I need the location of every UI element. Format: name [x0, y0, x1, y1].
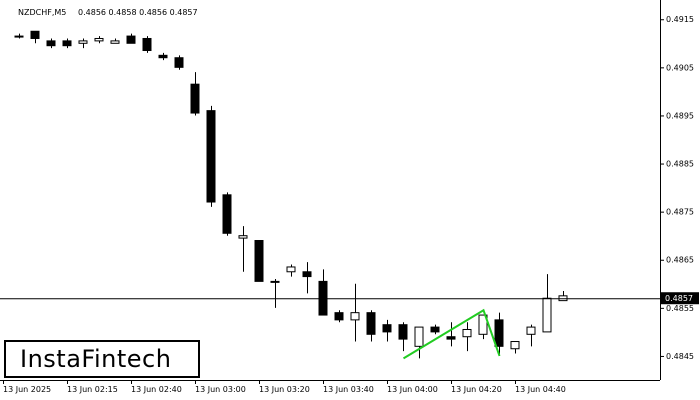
y-tick-label: 0.4885 — [666, 160, 694, 169]
bear-candle-body — [158, 54, 168, 59]
candle — [510, 341, 520, 354]
candle — [350, 283, 360, 342]
candle — [382, 319, 392, 342]
x-tick-label: 13 Jun 04:20 — [451, 385, 502, 394]
x-tick-label: 13 Jun 04:40 — [515, 385, 566, 394]
bull-candle-body — [510, 341, 520, 350]
candle — [414, 326, 424, 359]
candle — [254, 240, 264, 282]
x-tick-label: 13 Jun 03:20 — [259, 385, 310, 394]
y-tick-label: 0.4915 — [666, 15, 694, 24]
bear-candle-body — [382, 324, 392, 333]
y-tick-label: 0.4865 — [666, 256, 694, 265]
bear-candle-body — [334, 312, 344, 321]
bear-candle-body — [302, 271, 312, 278]
bear-candle-body — [30, 30, 40, 39]
x-axis: 13 Jun 2025 13 Jun 02:15 13 Jun 02:40 13 Ju… — [3, 380, 566, 394]
current-price-label: 0.4857 — [661, 292, 699, 305]
bull-candle-body — [270, 280, 280, 283]
candle — [366, 310, 376, 342]
price-label-text: 0.4857 — [665, 294, 693, 303]
price-label-box — [661, 292, 699, 305]
bear-candle-body — [174, 57, 184, 68]
bull-candle-body — [462, 328, 472, 338]
candle — [222, 192, 232, 236]
candle — [206, 105, 216, 207]
x-tick-label: 13 Jun 2025 — [3, 385, 51, 394]
x-tick-label: 13 Jun 02:15 — [67, 385, 118, 394]
y-axis: 0.4915 0.4905 0.4895 0.4885 0.4875 0.4865 0.48… — [660, 15, 694, 361]
y-tick-label: 0.4875 — [666, 208, 694, 217]
candle — [494, 312, 504, 356]
y-tick-label: 0.4895 — [666, 111, 694, 120]
candle — [478, 314, 488, 340]
candle — [270, 278, 280, 308]
candle — [334, 310, 344, 323]
x-tick-label: 13 Jun 02:40 — [131, 385, 182, 394]
candle — [190, 72, 200, 116]
candle — [30, 30, 40, 44]
bull-candle-body — [94, 37, 104, 42]
symbol-label: NZDCHF,M5 — [18, 8, 66, 17]
candle — [238, 226, 248, 272]
candle — [126, 33, 136, 44]
candle — [462, 322, 472, 352]
y-tick-label: 0.4905 — [666, 63, 694, 72]
x-tick-label: 13 Jun 04:00 — [387, 385, 438, 394]
bear-candle-body — [62, 40, 72, 47]
candle — [398, 322, 408, 352]
bear-candle-body — [446, 336, 456, 340]
bull-candle-body — [14, 35, 24, 38]
candle — [286, 264, 296, 277]
pattern-layer — [402, 308, 501, 360]
candle — [110, 38, 120, 44]
bull-candle-body — [414, 326, 424, 347]
candle — [94, 36, 104, 44]
candle — [158, 52, 168, 61]
ohlc-readout: 0.4856 0.4858 0.4856 0.4857 — [78, 8, 198, 17]
candle — [62, 38, 72, 49]
bull-candle-body — [286, 266, 296, 273]
bear-candle-body — [254, 240, 264, 282]
logo-text: InstaFintech — [20, 345, 172, 373]
bear-candle-body — [190, 83, 200, 114]
bear-candle-body — [366, 312, 376, 335]
candle — [302, 262, 312, 294]
candle — [526, 324, 536, 347]
bear-candle-body — [398, 324, 408, 340]
bull-candle-body — [542, 297, 552, 333]
bear-candle-body — [206, 110, 216, 203]
x-tick-label: 13 Jun 03:40 — [323, 385, 374, 394]
candle — [14, 33, 24, 39]
candle — [174, 55, 184, 70]
bull-candle-body — [110, 40, 120, 44]
x-tick-label: 13 Jun 03:00 — [195, 385, 246, 394]
bull-candle-body — [78, 40, 88, 44]
bear-candle-body — [46, 40, 56, 47]
candle — [78, 38, 88, 49]
candle — [446, 322, 456, 347]
bull-candle-body — [478, 314, 488, 335]
candle — [142, 36, 152, 53]
instafintech-logo: InstaFintech — [4, 340, 200, 378]
bear-candle-body — [222, 194, 232, 234]
bull-candle-body — [238, 235, 248, 239]
bear-candle-body — [142, 37, 152, 52]
bear-candle-body — [126, 35, 136, 44]
candle — [430, 324, 440, 335]
bear-candle-body — [494, 319, 504, 347]
y-tick-label: 0.4855 — [666, 304, 694, 313]
bear-candle-body — [430, 326, 440, 333]
bull-candle-body — [350, 312, 360, 321]
candle — [46, 38, 56, 49]
pattern-line — [402, 308, 501, 360]
bull-candle-body — [526, 326, 536, 335]
y-tick-label: 0.4845 — [666, 352, 694, 361]
